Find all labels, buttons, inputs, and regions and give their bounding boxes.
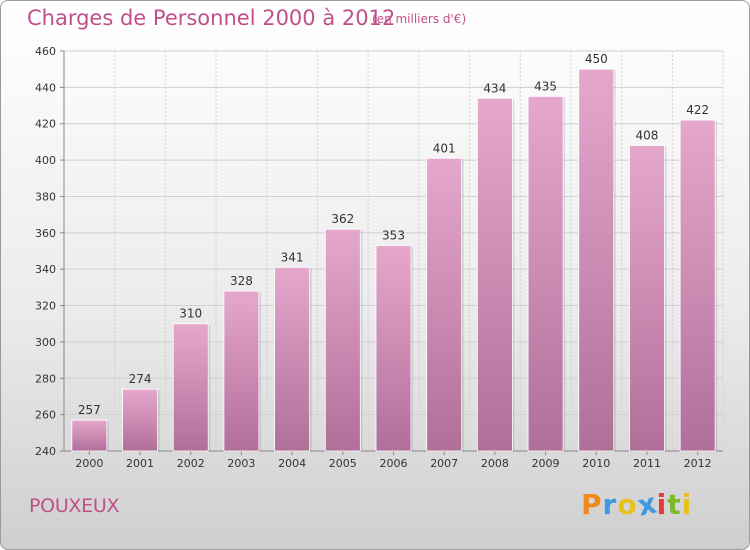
x-tick-label: 2000 [75,457,103,470]
bars [71,68,718,452]
x-tick-label: 2003 [227,457,255,470]
proxiti-logo[interactable]: Proxiti [581,486,693,522]
y-tick-label: 360 [35,227,56,240]
chart-subtitle: (en milliers d'€) [372,12,467,26]
y-tick-label: 420 [35,118,56,131]
y-tick-label: 320 [35,300,56,313]
x-tick-label: 2005 [329,457,357,470]
x-tick-label: 2008 [481,457,509,470]
value-label: 450 [585,52,608,66]
x-tick-label: 2012 [684,457,712,470]
bar-2005[interactable] [324,228,361,452]
value-label: 274 [129,372,152,386]
logo-letter: t [667,488,682,521]
value-label: 341 [281,250,304,264]
y-tick-label: 300 [35,336,56,349]
axes: 240 260 280 300 320 340 360 380 400 420 440 460 2000… [35,45,723,470]
value-label: 362 [331,212,354,226]
x-tick-label: 2011 [633,457,661,470]
value-label: 435 [534,79,557,93]
value-label: 328 [230,274,253,288]
x-tick-label: 2010 [582,457,610,470]
y-tick-label: 280 [35,372,56,385]
x-tick-label: 2004 [278,457,306,470]
y-tick-label: 260 [35,409,56,422]
y-tick-label: 380 [35,190,56,203]
data-labels: 257 274 310 328 341 362 353 401 434 435 450 408 422 [78,52,709,417]
logo-letter: i [681,488,693,521]
commune-name: POUXEUX [29,495,120,517]
value-label: 408 [636,129,659,143]
value-label: 434 [483,81,506,95]
bar-2003[interactable] [223,290,260,452]
bar-2000[interactable] [71,419,108,452]
bar-2009[interactable] [527,96,564,452]
bar-2008[interactable] [476,97,513,452]
bar-2002[interactable] [172,323,209,452]
bar-2007[interactable] [426,157,463,452]
bar-2012[interactable] [679,119,716,452]
chart-title: Charges de Personnel 2000 à 2012 [27,6,396,30]
bar-2006[interactable] [375,245,412,452]
x-tick-label: 2007 [430,457,458,470]
y-tick-label: 440 [35,81,56,94]
x-tick-label: 2001 [126,457,154,470]
value-label: 310 [179,307,202,321]
logo-letter: r [602,488,618,521]
logo-letter: i [656,488,668,521]
x-tick-label: 2002 [177,457,205,470]
value-label: 353 [382,229,405,243]
y-tick-label: 240 [35,445,56,458]
x-tick-label: 2006 [380,457,408,470]
bar-2001[interactable] [122,388,158,452]
value-label: 257 [78,403,101,417]
bar-2004[interactable] [274,266,311,452]
logo-letter: P [581,488,603,521]
y-tick-label: 340 [35,263,56,276]
x-tick-label: 2009 [532,457,560,470]
value-label: 401 [433,141,456,155]
logo-letter: o [617,488,638,521]
value-label: 422 [686,103,709,117]
y-tick-label: 400 [35,154,56,167]
y-tick-label: 460 [35,45,56,58]
bar-2011[interactable] [629,145,665,452]
bar-2010[interactable] [578,68,615,452]
